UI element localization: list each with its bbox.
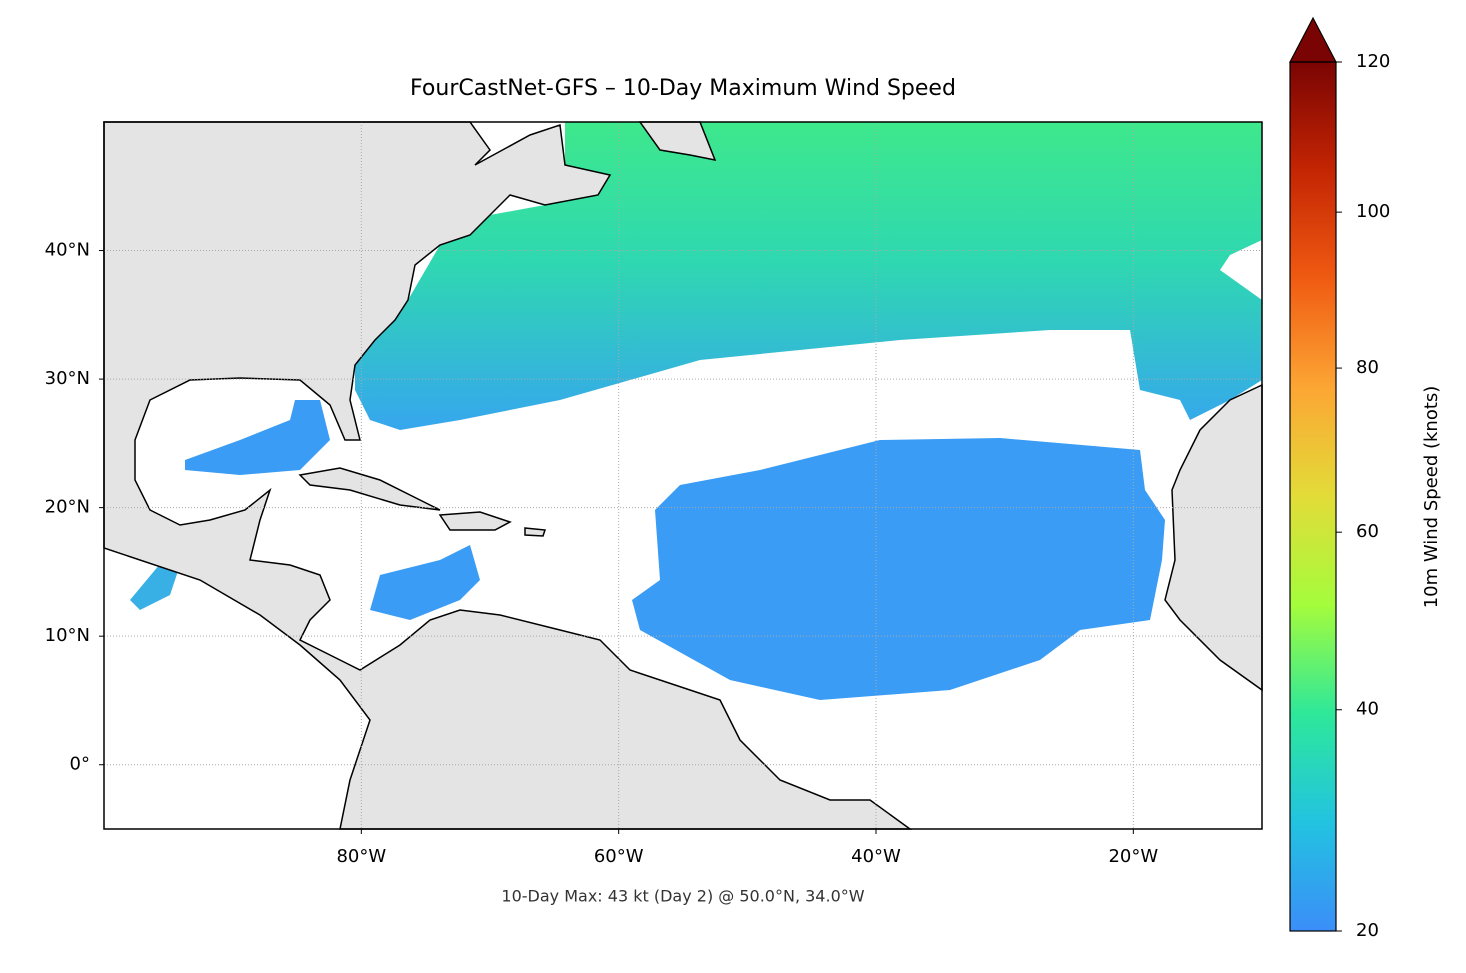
- map-frame: [103, 121, 1263, 830]
- x-tick-label: 60°W: [594, 846, 644, 867]
- colorbar-gradient: [1290, 62, 1336, 931]
- colorbar-frame: [1289, 61, 1337, 932]
- y-tick-label: 30°N: [45, 368, 90, 389]
- wind-field-pacific: [130, 558, 180, 610]
- footnote: 10-Day Max: 43 kt (Day 2) @ 50.0°N, 34.0…: [501, 887, 864, 906]
- wind-field-tropics: [632, 438, 1165, 700]
- hispaniola: [438, 511, 512, 531]
- colorbar: 10m Wind Speed (knots) 20 40 60 80 100 120: [1289, 16, 1442, 941]
- wind-field-north: [355, 122, 1262, 430]
- africa: [1164, 383, 1263, 692]
- map-title: FourCastNet-GFS – 10-Day Maximum Wind Sp…: [410, 76, 956, 101]
- wind-field-caribbean: [370, 545, 480, 620]
- colorbar-tick-label: 60: [1356, 521, 1379, 542]
- americas: [103, 121, 913, 830]
- y-tick-label: 40°N: [45, 240, 90, 261]
- x-tick-label: 20°W: [1108, 846, 1158, 867]
- x-tick-label: 40°W: [851, 846, 901, 867]
- y-tick-label: 10°N: [45, 625, 90, 646]
- puerto-rico: [524, 527, 547, 537]
- graticule: [104, 122, 1262, 829]
- x-tick-label: 80°W: [336, 846, 386, 867]
- colorbar-label: 10m Wind Speed (knots): [1421, 386, 1442, 609]
- y-tick-label: 20°N: [45, 497, 90, 518]
- colorbar-tick-label: 100: [1356, 201, 1390, 222]
- colorbar-tick-label: 80: [1356, 357, 1379, 378]
- wind-field-gulf: [185, 400, 330, 475]
- colorbar-tick-label: 120: [1356, 51, 1390, 72]
- cuba: [298, 467, 441, 511]
- colorbar-extend: [1289, 16, 1337, 63]
- colorbar-tick-label: 20: [1356, 920, 1379, 941]
- map-area: [103, 121, 1263, 830]
- y-tick-label: 0°: [70, 754, 90, 775]
- colorbar-tick-label: 40: [1356, 699, 1379, 720]
